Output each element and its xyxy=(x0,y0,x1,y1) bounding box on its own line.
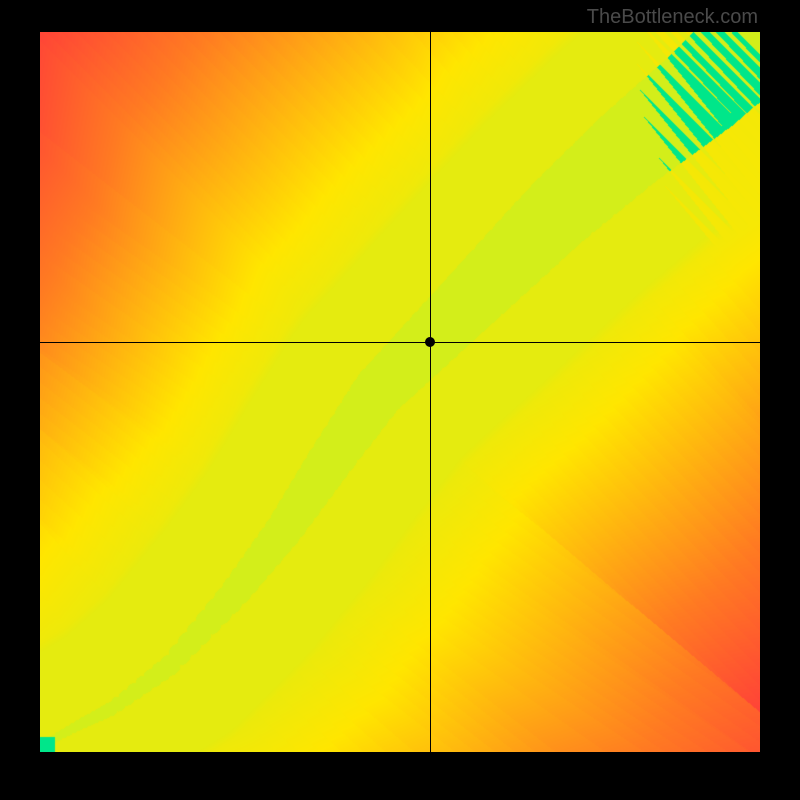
heatmap-plot xyxy=(40,32,760,752)
crosshair-marker xyxy=(425,337,435,347)
crosshair-vertical xyxy=(430,32,431,752)
heatmap-canvas xyxy=(40,32,760,752)
watermark-text: TheBottleneck.com xyxy=(587,6,758,29)
crosshair-horizontal xyxy=(40,342,760,343)
